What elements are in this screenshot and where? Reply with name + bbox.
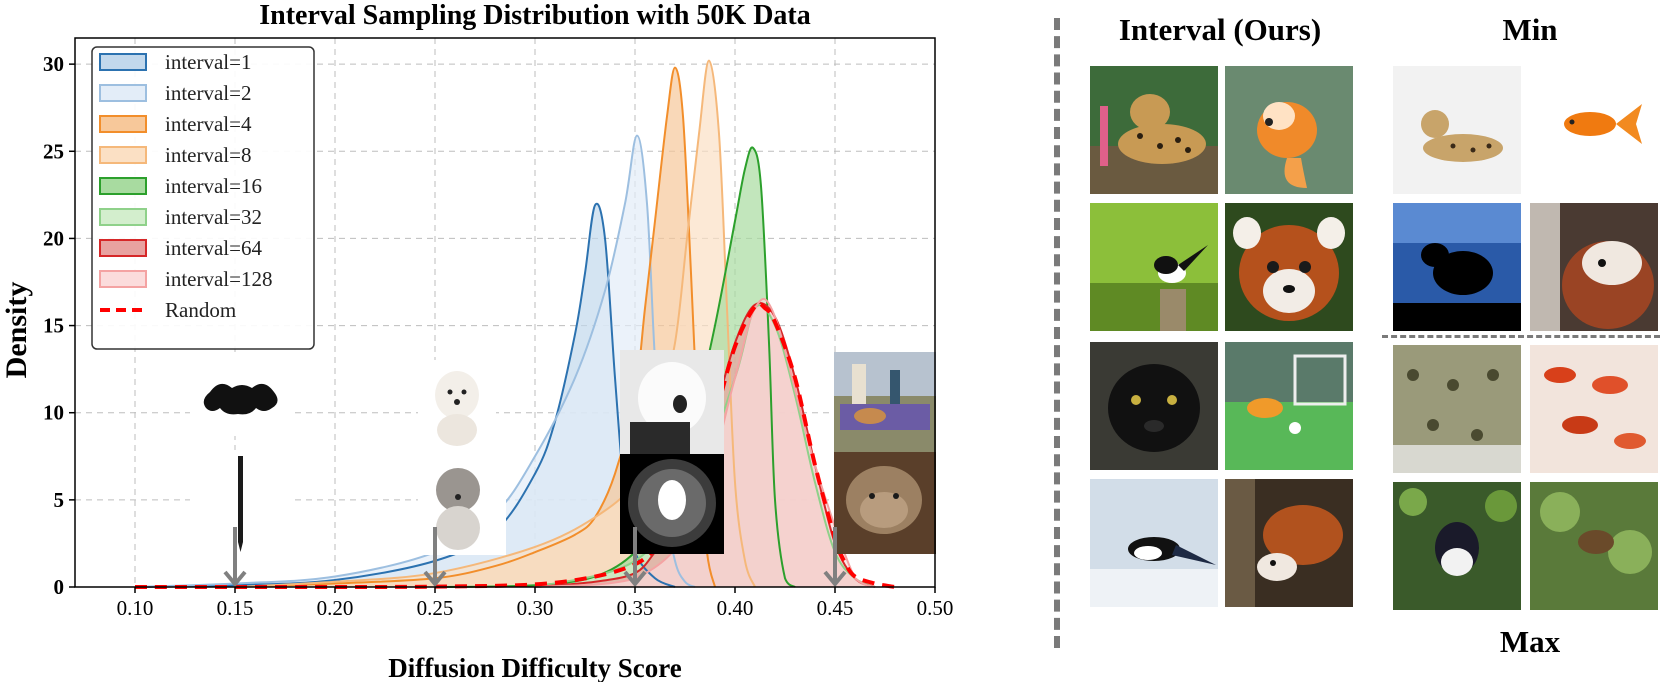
x-tick-label: 0.30: [517, 596, 554, 620]
y-tick-label: 20: [43, 226, 64, 250]
legend-label-interval-1: interval=1: [165, 50, 251, 74]
x-tick-label: 0.25: [417, 596, 454, 620]
tile-max-red-panda-in-tree: [1530, 482, 1658, 610]
score-arrows: [223, 527, 847, 588]
line-interval-16: [434, 146, 796, 588]
legend-swatch-interval-32: [99, 208, 147, 226]
tile-red-panda: [1225, 203, 1353, 331]
thumbnail-dog-vignette: [620, 454, 724, 554]
y-axis-label: Density: [0, 282, 33, 379]
legend-label-interval-128: interval=128: [165, 267, 272, 291]
interval-grid-header: Interval (Ours): [1118, 12, 1322, 47]
panel-divider: [1054, 18, 1060, 648]
tile-max-bird-in-tree: [1393, 482, 1521, 610]
thumbnail-dog-show: [834, 352, 936, 452]
tile-min-red-panda: [1530, 203, 1658, 331]
legend-label-interval-64: interval=64: [165, 236, 262, 260]
thumbnail-sheepdog: [418, 455, 506, 555]
legend-swatch-interval-4: [99, 115, 147, 133]
thumbnail-shaggy-dog: [834, 452, 936, 554]
line-interval-8: [234, 59, 756, 588]
y-tick-label: 0: [54, 575, 65, 599]
x-tick-label: 0.50: [917, 596, 954, 620]
thumbnail-white-puppy: [418, 360, 496, 452]
min-max-divider: [1382, 335, 1660, 338]
x-tick-label: 0.45: [817, 596, 854, 620]
tile-min-leopard: [1393, 66, 1521, 194]
tile-goldfish: [1225, 66, 1353, 194]
tile-magpie-robin: [1090, 203, 1218, 331]
arrow-head: [823, 570, 847, 588]
legend-label-interval-2: interval=2: [165, 81, 251, 105]
legend-swatch-interval-64: [99, 239, 147, 257]
x-tick-label: 0.10: [117, 596, 154, 620]
axes: 0.10 0.15 0.20 0.25 0.30 0.35 0.40 0.45 0.50 0 5 10…: [43, 37, 954, 620]
y-tick-label: 25: [43, 139, 64, 163]
x-tick-label: 0.40: [717, 596, 754, 620]
y-tick-label: 15: [43, 314, 64, 338]
chart-title: Interval Sampling Distribution with 50K …: [259, 0, 811, 31]
tile-max-leopard-camouflage: [1393, 345, 1521, 473]
legend: interval=1 interval=2 interval=4 interval=8…: [91, 46, 315, 350]
legend-swatch-interval-128: [99, 270, 147, 288]
line-interval-4: [234, 66, 716, 588]
legend-label-interval-8: interval=8: [165, 143, 251, 167]
legend-label-interval-32: interval=32: [165, 205, 262, 229]
legend-swatch-interval-8: [99, 146, 147, 164]
y-tick-label: 30: [43, 52, 64, 76]
tile-min-goldfish: [1530, 66, 1658, 194]
y-tick-label: 10: [43, 401, 64, 425]
tile-red-panda-forest: [1225, 479, 1353, 607]
arrow-head: [623, 570, 647, 588]
x-tick-label: 0.35: [617, 596, 654, 620]
legend-label-interval-4: interval=4: [165, 112, 252, 136]
arrow-head: [223, 570, 247, 588]
x-tick-label: 0.15: [217, 596, 254, 620]
legend-swatch-interval-16: [99, 177, 147, 195]
tile-min-bird-silhouette: [1393, 203, 1521, 331]
legend-swatch-interval-2: [99, 84, 147, 102]
tile-goldfish-soccer: [1225, 342, 1353, 470]
tile-black-panther: [1090, 342, 1218, 470]
legend-label-interval-16: interval=16: [165, 174, 262, 198]
thumbnail-glove-icon: [190, 356, 290, 436]
thumbnail-pen: [190, 450, 290, 552]
arrow-head: [423, 570, 447, 588]
x-tick-label: 0.20: [317, 596, 354, 620]
legend-swatch-interval-1: [99, 53, 147, 71]
thumbnail-dog-bw: [620, 350, 724, 454]
area-interval-2: [135, 135, 695, 587]
tile-magpie: [1090, 479, 1218, 607]
min-grid-header: Min: [1502, 12, 1558, 47]
tile-max-goldfish-school: [1530, 345, 1658, 473]
max-grid-footer: Max: [1499, 624, 1561, 659]
plot-frame: [74, 37, 936, 588]
density-chart: 0.10 0.15 0.20 0.25 0.30 0.35 0.40 0.45 0.50 0 5 10…: [0, 0, 954, 682]
x-axis-label: Diffusion Difficulty Score: [388, 653, 681, 682]
y-tick-label: 5: [54, 488, 65, 512]
legend-label-random: Random: [165, 298, 236, 322]
tile-leopard: [1090, 66, 1218, 194]
